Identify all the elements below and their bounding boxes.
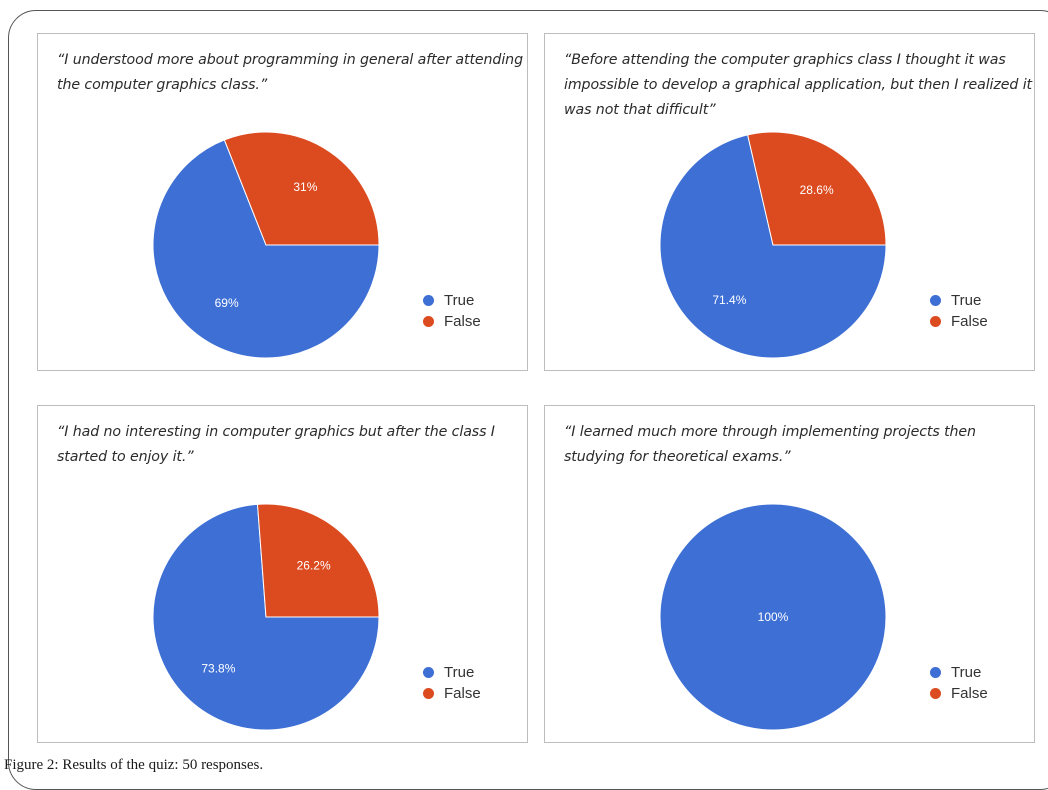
legend-dot-false (423, 316, 434, 327)
legend-label: False (444, 313, 481, 330)
slice-label-false: 26.2% (297, 559, 331, 573)
chart-legend: True False (423, 290, 481, 332)
legend-dot-false (930, 316, 941, 327)
pie-slice-true (659, 134, 887, 359)
chart-panel: “I had no interesting in computer graphi… (37, 405, 528, 743)
pie-slice-true (659, 503, 887, 731)
legend-dot-true (930, 295, 941, 306)
slice-label-true: 69% (215, 296, 239, 310)
chart-legend: True False (930, 290, 988, 332)
legend-item-false: False (423, 311, 481, 332)
chart-panel: “Before attending the computer graphics … (544, 33, 1035, 371)
chart-title: “I learned much more through implementin… (564, 424, 976, 465)
legend-label: True (951, 664, 982, 681)
chart-legend: True False (423, 662, 481, 704)
legend-label: False (951, 313, 988, 330)
legend-label: True (951, 292, 982, 309)
legend-item-true: True (930, 662, 988, 683)
legend-dot-false (423, 688, 434, 699)
legend-label: False (951, 685, 988, 702)
legend-label: False (444, 685, 481, 702)
chart-panel: “I understood more about programming in … (37, 33, 528, 371)
slice-label-true: 71.4% (712, 293, 746, 307)
legend-item-false: False (930, 683, 988, 704)
pie-slice-false (223, 131, 380, 246)
chart-title: “Before attending the computer graphics … (564, 52, 1032, 118)
legend-label: True (444, 664, 475, 681)
slice-label-false: 31% (293, 180, 317, 194)
chart-panel: “I learned much more through implementin… (544, 405, 1035, 743)
legend-item-true: True (423, 662, 481, 683)
chart-title: “I understood more about programming in … (57, 52, 523, 93)
pie-slice-true (152, 139, 380, 359)
pie-chart: 100% (659, 503, 887, 731)
legend-item-true: True (423, 290, 481, 311)
slice-label-true: 73.8% (201, 661, 235, 675)
legend-dot-true (930, 667, 941, 678)
slice-label-false: 28.6% (800, 183, 834, 197)
legend-dot-false (930, 688, 941, 699)
pie-chart: 73.8% 26.2% (152, 503, 380, 731)
chart-title: “I had no interesting in computer graphi… (57, 424, 495, 465)
legend-item-false: False (930, 311, 988, 332)
legend-item-false: False (423, 683, 481, 704)
legend-label: True (444, 292, 475, 309)
chart-legend: True False (930, 662, 988, 704)
legend-item-true: True (930, 290, 988, 311)
legend-dot-true (423, 295, 434, 306)
pie-chart: 69% 31% (152, 131, 380, 359)
pie-slice-false (747, 131, 887, 246)
pie-chart: 71.4% 28.6% (659, 131, 887, 359)
figure-caption: Figure 2: Results of the quiz: 50 respon… (4, 757, 264, 773)
slice-label-true: 100% (758, 610, 789, 624)
legend-dot-true (423, 667, 434, 678)
pie-slice-false (256, 503, 380, 618)
